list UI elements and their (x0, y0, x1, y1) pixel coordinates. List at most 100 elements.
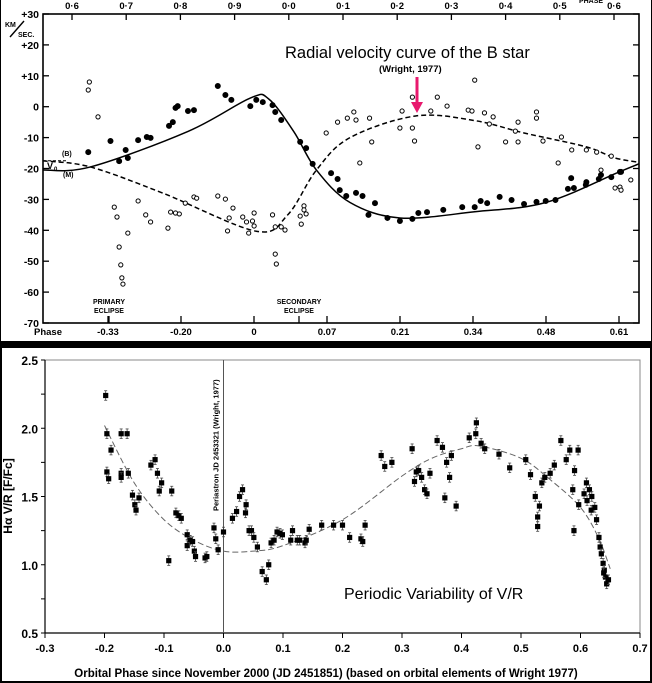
data-point (129, 492, 136, 498)
x-tick-label: 0.0 (216, 643, 231, 655)
data-point (274, 529, 280, 535)
data-point (473, 431, 479, 437)
y-tick-label: 1.0 (21, 559, 38, 573)
data-point (409, 446, 415, 452)
data-point (424, 491, 430, 497)
filled-data-point (521, 201, 528, 208)
open-data-point (369, 139, 375, 145)
data-point (473, 420, 479, 426)
data-point (215, 547, 221, 553)
filled-data-point (415, 209, 422, 216)
x-tick-label: -0.2 (95, 643, 114, 655)
open-data-point (533, 109, 540, 115)
data-point (416, 467, 422, 474)
open-data-point (486, 121, 492, 127)
bottom-tick-label: -0.33 (97, 327, 119, 338)
open-data-point (444, 103, 450, 109)
data-point (259, 568, 265, 575)
data-point (156, 488, 162, 494)
open-data-point (278, 224, 284, 230)
y-tick-label: 2.0 (21, 422, 38, 436)
filled-data-point (618, 168, 625, 175)
data-point (439, 444, 446, 450)
data-point (378, 452, 384, 459)
open-data-point (224, 228, 231, 234)
data-point (570, 487, 576, 493)
data-point (584, 497, 590, 504)
y-tick-label: -40 (24, 225, 39, 237)
open-data-point (240, 214, 246, 220)
data-point (166, 558, 172, 564)
x-tick-label: 0.6 (573, 643, 588, 655)
data-point (239, 487, 246, 493)
data-point (254, 544, 261, 550)
open-data-point (409, 94, 415, 100)
filled-data-point (409, 215, 416, 222)
open-data-point (230, 205, 236, 211)
y-axis-title: Hα V/R [F/Fc] (2, 458, 15, 533)
top-tick-label: 0·5 (553, 1, 567, 12)
bottom-tick-label: 0.48 (537, 327, 556, 338)
data-point (189, 538, 196, 545)
open-data-point (298, 221, 304, 227)
data-point (567, 447, 573, 453)
data-point (382, 463, 388, 470)
open-data-point (86, 79, 92, 85)
open-data-point (85, 87, 91, 93)
y-tick-label: 1.5 (21, 491, 38, 505)
data-point (453, 503, 459, 509)
data-point (213, 536, 219, 542)
filled-data-point (297, 138, 304, 145)
data-point (601, 570, 607, 576)
filled-data-point (597, 171, 604, 178)
filled-data-point (124, 154, 131, 161)
data-point (601, 567, 607, 573)
data-point (551, 462, 557, 468)
data-point (444, 459, 450, 465)
data-point (251, 534, 257, 541)
bottom-tick-label: 0.34 (464, 327, 483, 338)
data-point (118, 474, 124, 480)
data-point (271, 537, 277, 543)
y-tick-label: -30 (24, 194, 39, 206)
open-data-point (503, 139, 509, 145)
bottom-tick-label: 0.21 (391, 327, 410, 338)
x-tick-label: 0.1 (275, 643, 290, 655)
data-point (339, 522, 346, 528)
data-point (478, 440, 484, 446)
data-point (243, 502, 249, 508)
data-point (242, 510, 249, 516)
data-point (558, 437, 564, 444)
data-point (103, 392, 109, 399)
open-data-point (612, 185, 618, 191)
data-point (600, 560, 606, 566)
data-point (184, 532, 190, 538)
open-data-point (273, 261, 279, 267)
filled-data-point (85, 149, 92, 156)
series-curve-m (42, 93, 640, 219)
data-point (347, 534, 353, 541)
filled-data-point (477, 197, 484, 204)
filled-data-point (608, 174, 615, 181)
open-data-point (472, 77, 478, 83)
periastron-label: Periastron JD 2453321 (Wright, 1977) (212, 379, 221, 511)
data-point (448, 452, 454, 459)
open-data-point (399, 108, 405, 114)
filled-data-point (459, 204, 466, 211)
data-point (592, 504, 598, 511)
open-data-point (540, 138, 546, 144)
filled-data-point (303, 145, 310, 152)
filled-data-point (440, 206, 447, 213)
y-tick-label: -60 (24, 287, 39, 299)
open-data-point (628, 177, 634, 183)
data-point (302, 540, 308, 546)
top-tick-label: 0·6 (607, 1, 621, 12)
data-point (106, 476, 112, 482)
radial-velocity-panel: +30 +20 +10 0 -10 -20 -30 -40 -50 -60 -70 KM SEC. 0·6… (1, 0, 651, 341)
data-point (442, 495, 448, 501)
data-point (104, 469, 110, 475)
top-tick-label: 0·3 (445, 1, 459, 12)
chart-annotation: Periodic Variability of V/R (344, 586, 524, 603)
data-point (306, 526, 312, 532)
